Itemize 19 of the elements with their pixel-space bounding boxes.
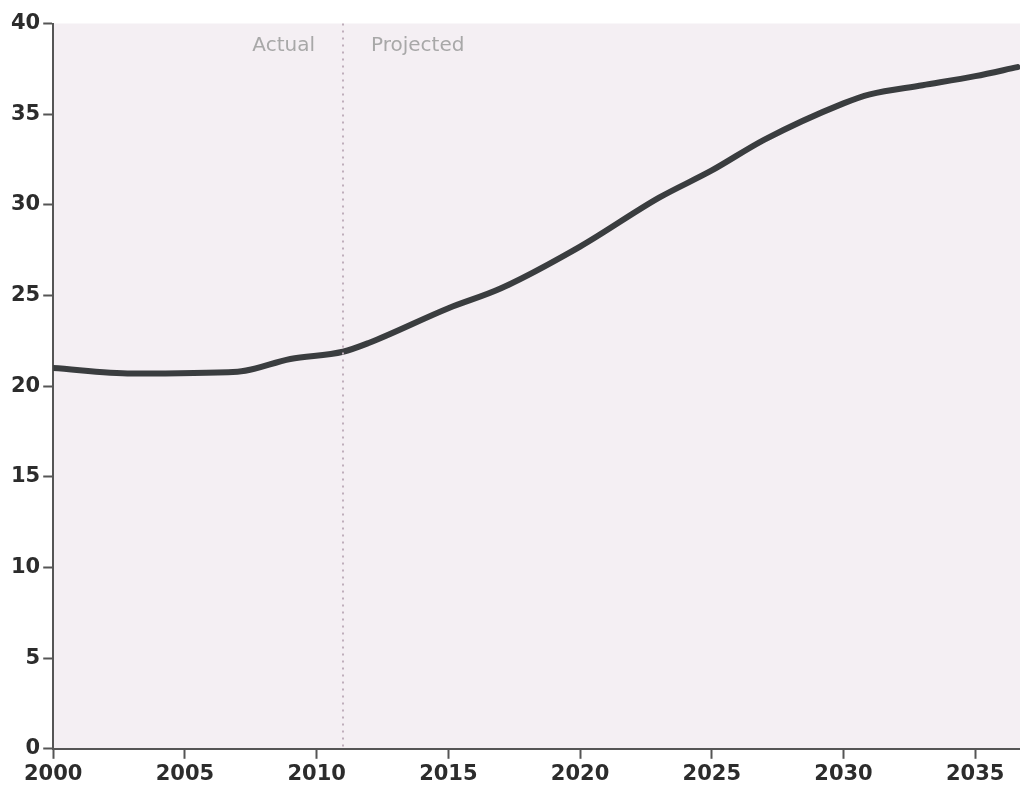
y-tick-label: 15: [10, 463, 41, 488]
x-tick-label: 2020: [550, 760, 610, 785]
x-tick-label: 2025: [682, 760, 742, 785]
annotation: Actual: [252, 31, 315, 56]
y-tick-label: 0: [25, 735, 41, 760]
y-tick-label: 30: [10, 191, 41, 216]
y-tick-label: 35: [10, 100, 41, 125]
y-tick-label: 40: [10, 10, 41, 35]
y-tick-label: 10: [10, 553, 41, 578]
y-tick-label: 25: [10, 282, 41, 306]
y-tick-label: 5: [25, 644, 41, 669]
x-tick-label: 2035: [945, 760, 1005, 785]
x-tick-label: 2000: [24, 760, 83, 785]
y-tick-label: 20: [10, 372, 41, 397]
x-tick-label: 2005: [155, 760, 215, 785]
annotation: Projected: [370, 31, 465, 56]
x-tick-label: 2015: [419, 760, 478, 785]
x-tick-label: 2030: [814, 760, 873, 785]
x-tick-label: 2010: [287, 760, 346, 785]
